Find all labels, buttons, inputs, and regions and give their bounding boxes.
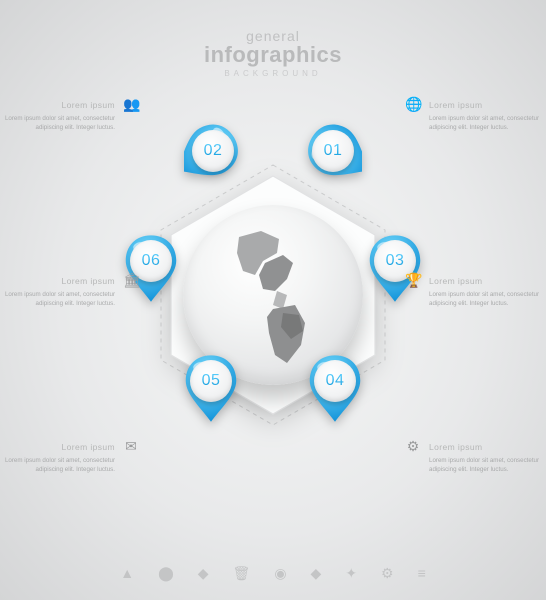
info-block-c5: ✉Lorem ipsumLorem ipsum dolor sit amet, … bbox=[3, 443, 115, 474]
bolt-icon: ≡ bbox=[418, 565, 426, 582]
people-icon: 👥 bbox=[123, 100, 139, 109]
pin-number-06: 06 bbox=[142, 252, 161, 270]
info-block-c4: ⚙Lorem ipsumLorem ipsum dolor sit amet, … bbox=[429, 443, 541, 474]
info-body-c3: Lorem ipsum dolor sit amet, consectetur … bbox=[429, 290, 541, 308]
info-body-c1: Lorem ipsum dolor sit amet, consectetur … bbox=[3, 114, 115, 132]
pin-06: 06 bbox=[120, 232, 182, 310]
info-body-c4: Lorem ipsum dolor sit amet, consectetur … bbox=[429, 456, 541, 474]
flame-icon: ▲ bbox=[120, 565, 134, 582]
info-heading-c3: Lorem ipsum bbox=[429, 277, 541, 286]
info-heading-c5: Lorem ipsum bbox=[3, 443, 115, 452]
info-body-c2: Lorem ipsum dolor sit amet, consectetur … bbox=[429, 114, 541, 132]
pin-04: 04 bbox=[304, 352, 366, 430]
pin-disc-05: 05 bbox=[190, 360, 232, 402]
gears-icon: ⚙ bbox=[405, 442, 421, 451]
pin-number-03: 03 bbox=[386, 252, 405, 270]
pin-05: 05 bbox=[180, 352, 242, 430]
globe-icon: 🌐 bbox=[405, 100, 421, 109]
person-icon: ⬤ bbox=[158, 565, 174, 582]
pin-number-01: 01 bbox=[324, 142, 343, 160]
info-heading-c6: Lorem ipsum bbox=[3, 277, 115, 286]
pin-disc-02: 02 bbox=[192, 130, 234, 172]
bulb-icon: ◉ bbox=[274, 565, 286, 582]
pin-03: 03 bbox=[364, 232, 426, 310]
drop-icon: ◆ bbox=[198, 565, 209, 582]
cogs-icon: ⚙ bbox=[381, 565, 394, 582]
column-icon: 🏛 bbox=[123, 276, 139, 285]
trophy-icon: 🏆 bbox=[405, 276, 421, 285]
title-block: general infographics BACKGROUND bbox=[0, 28, 546, 78]
info-block-c1: 👥Lorem ipsumLorem ipsum dolor sit amet, … bbox=[3, 101, 115, 132]
pin-number-05: 05 bbox=[202, 372, 221, 390]
trash-icon: 🗑 bbox=[233, 565, 251, 582]
info-block-c3: 🏆Lorem ipsumLorem ipsum dolor sit amet, … bbox=[429, 277, 541, 308]
pin-01: 01 bbox=[302, 122, 364, 200]
bottom-icon-row: ▲ ⬤ ◆ 🗑 ◉ ◆ ✦ ⚙ ≡ bbox=[0, 565, 546, 582]
pin-02: 02 bbox=[182, 122, 244, 200]
info-block-c2: 🌐Lorem ipsumLorem ipsum dolor sit amet, … bbox=[429, 101, 541, 132]
pin-number-04: 04 bbox=[326, 372, 345, 390]
info-heading-c4: Lorem ipsum bbox=[429, 443, 541, 452]
info-heading-c1: Lorem ipsum bbox=[3, 101, 115, 110]
title-line2: infographics bbox=[0, 42, 546, 68]
tree-icon: ✦ bbox=[345, 565, 357, 582]
info-block-c6: 🏛Lorem ipsumLorem ipsum dolor sit amet, … bbox=[3, 277, 115, 308]
pin-number-02: 02 bbox=[204, 142, 223, 160]
info-body-c5: Lorem ipsum dolor sit amet, consectetur … bbox=[3, 456, 115, 474]
pin-disc-01: 01 bbox=[312, 130, 354, 172]
info-heading-c2: Lorem ipsum bbox=[429, 101, 541, 110]
info-body-c6: Lorem ipsum dolor sit amet, consectetur … bbox=[3, 290, 115, 308]
title-line3: BACKGROUND bbox=[0, 69, 546, 78]
pin-disc-04: 04 bbox=[314, 360, 356, 402]
envelope-icon: ✉ bbox=[123, 442, 139, 451]
drop-icon: ◆ bbox=[311, 565, 322, 582]
